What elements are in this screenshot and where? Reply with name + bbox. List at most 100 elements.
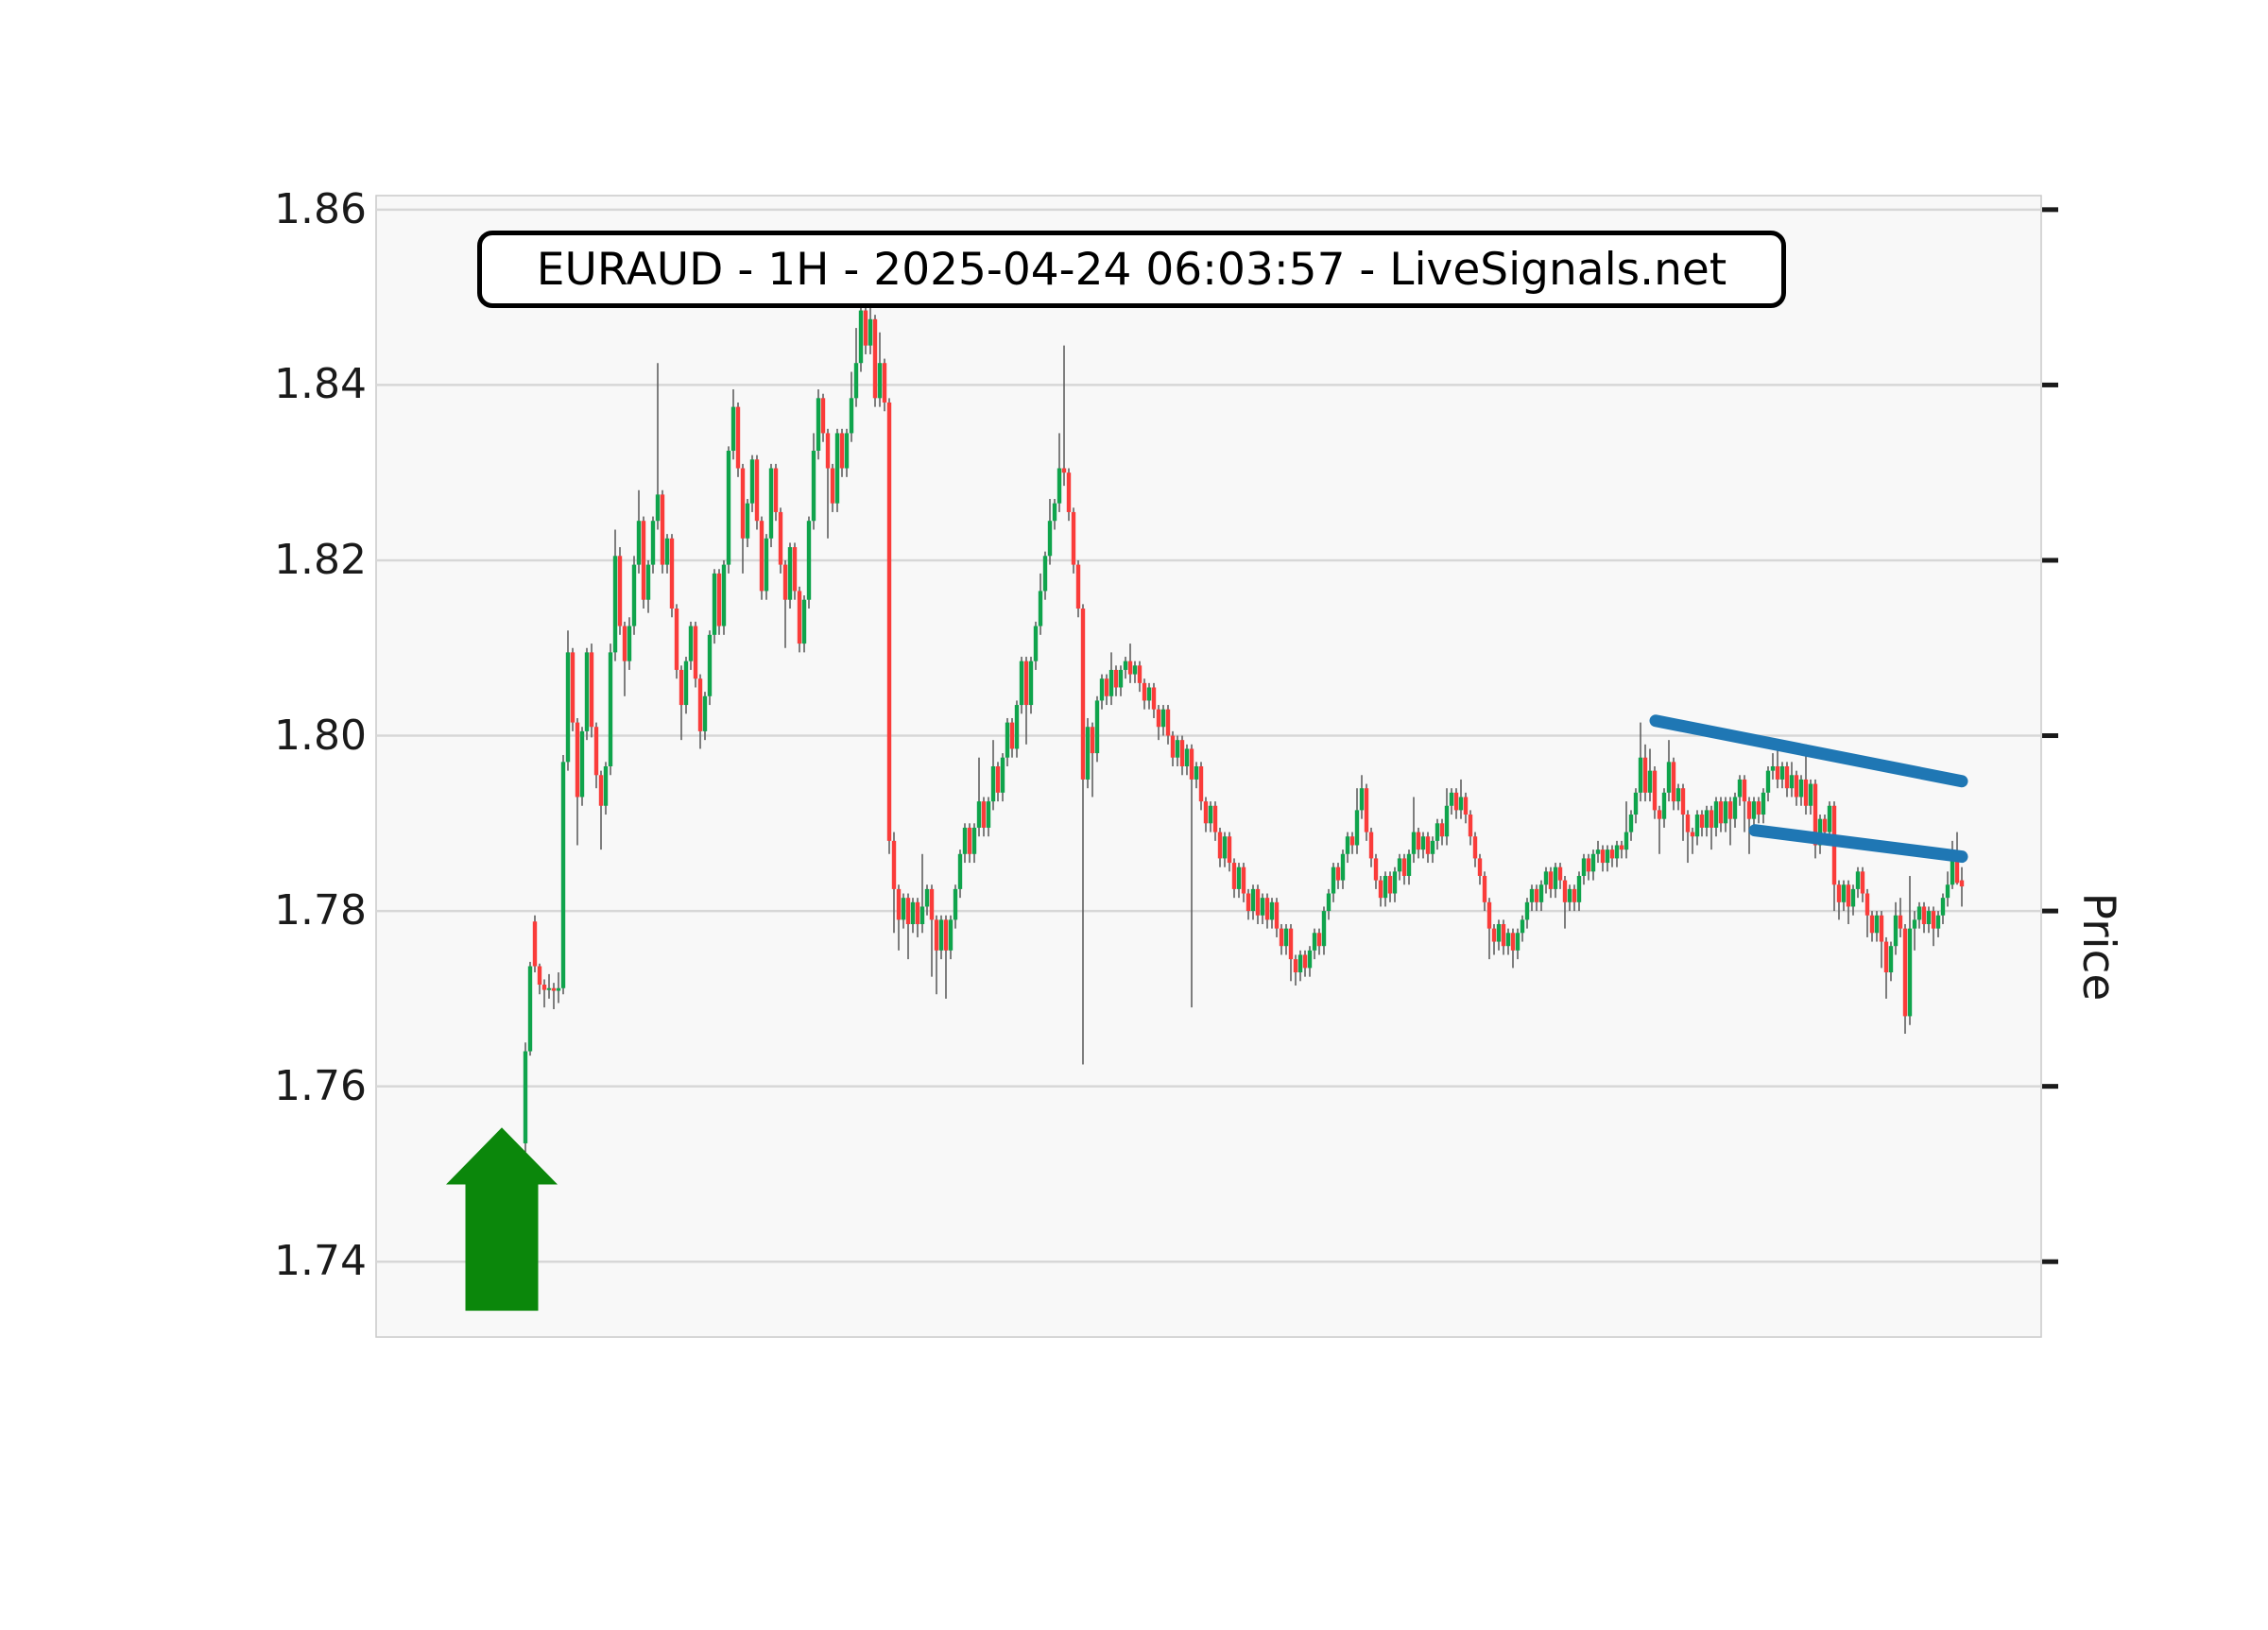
candle-body-down (1274, 901, 1280, 929)
candle-body-up (1647, 770, 1653, 793)
candle-body-down (740, 468, 746, 539)
candle-body-down (537, 966, 542, 986)
candle-body-down (1264, 898, 1270, 920)
candle-body-up (962, 827, 968, 854)
candle-body-down (693, 626, 698, 679)
candle-body-up (1841, 884, 1847, 902)
candle-body-down (589, 652, 594, 728)
candle-body-up (858, 310, 864, 364)
candle-body-down (872, 318, 878, 399)
candle-body-down (1657, 810, 1662, 819)
candle-body-down (1491, 928, 1497, 942)
candle-body-up (1146, 687, 1152, 701)
candle-body-up (1194, 766, 1199, 780)
candle-body-up (1028, 661, 1034, 706)
candle-body-down (1127, 661, 1133, 675)
candle-body-up (1042, 556, 1048, 592)
candle-body-up (745, 503, 750, 539)
candle-body-down (1071, 511, 1076, 565)
candle-body-up (924, 888, 930, 907)
candle-body-down (1335, 866, 1341, 881)
y-axis-tick-label: 1.74 (274, 1237, 367, 1286)
candle-body-up (1160, 709, 1166, 728)
candle-body-down (1746, 801, 1752, 819)
candle-body-down (905, 898, 911, 925)
candle-body-up (1435, 823, 1440, 841)
candle-body-down (1463, 797, 1469, 815)
candle-body-up (556, 987, 561, 991)
candle-body-down (1822, 818, 1828, 832)
candle-body-down (1075, 564, 1081, 609)
candle-body-up (1827, 805, 1832, 832)
candle-body-up (1595, 849, 1601, 854)
candle-body-down (532, 921, 538, 967)
candle-body-down (1373, 858, 1379, 881)
candle-body-down (1864, 893, 1870, 916)
candle-body-down (1198, 766, 1204, 802)
candle-body-up (1430, 840, 1435, 854)
candle-body-up (1694, 815, 1700, 837)
candle-body-up (901, 898, 906, 920)
candle-body-down (820, 398, 826, 434)
candle-body-down (1416, 832, 1421, 850)
candle-body-down (1425, 836, 1431, 854)
candle-body-up (612, 556, 618, 653)
candle-body-down (1718, 801, 1724, 824)
candle-body-up (1590, 853, 1596, 872)
y-axis-title: Price (2072, 892, 2124, 1002)
candle-body-up (990, 766, 996, 802)
candle-body-up (1520, 919, 1525, 934)
candle-body-up (560, 762, 566, 988)
candle-body-up (527, 966, 533, 1052)
candle-body-up (1581, 858, 1587, 876)
candle-body-down (943, 919, 949, 951)
candle-body-down (1775, 766, 1780, 780)
candle-body-up (1019, 661, 1024, 706)
candle-body-up (1108, 669, 1114, 696)
candle-body-up (868, 318, 873, 346)
candle-body-down (1836, 884, 1842, 902)
candle-body-down (1439, 823, 1445, 837)
candle-body-up (764, 538, 769, 592)
candle-body-down (1794, 775, 1799, 798)
candle-body-down (1066, 472, 1072, 512)
candle-body-down (1586, 858, 1591, 872)
candle-body-down (1468, 815, 1473, 837)
candle-body-down (1685, 815, 1691, 832)
candle-body-down (1477, 858, 1483, 876)
candle-body-up (1628, 815, 1634, 832)
candle-body-up (1935, 915, 1941, 929)
candle-body-down (1401, 858, 1407, 876)
candle-body-up (1732, 797, 1738, 819)
candle-body-up (1605, 849, 1610, 864)
candle-body-up (688, 626, 694, 661)
candle-body-up (1222, 836, 1228, 859)
candle-body-up (844, 433, 850, 469)
y-axis-tick (2042, 207, 2058, 213)
candle-body-down (995, 766, 1001, 793)
candle-body-up (1359, 788, 1365, 811)
candle-body-up (631, 564, 637, 626)
candle-body-up (1085, 727, 1091, 780)
candle-body-down (1246, 893, 1251, 912)
candle-body-up (1524, 901, 1530, 920)
candle-body-down (1227, 836, 1232, 864)
candle-body-down (1302, 954, 1308, 969)
candle-body-down (669, 538, 675, 609)
candle-body-down (1562, 880, 1568, 902)
candle-body-up (1099, 678, 1105, 701)
candle-body-down (1846, 884, 1851, 907)
candle-body-up (1633, 792, 1639, 815)
candle-body-up (1458, 797, 1464, 811)
candle-body-up (1383, 875, 1388, 899)
candle-body-down (778, 511, 783, 565)
candle-body-up (1817, 818, 1823, 846)
candle-body-up (1713, 801, 1719, 828)
candle-body-down (1501, 924, 1506, 947)
candle-body-up (957, 853, 963, 889)
candle-body-up (1250, 888, 1256, 912)
candle-body-down (891, 840, 897, 889)
candle-body-up (1505, 933, 1511, 947)
candle-body-up (1392, 871, 1398, 894)
candle-body-up (1515, 933, 1521, 951)
